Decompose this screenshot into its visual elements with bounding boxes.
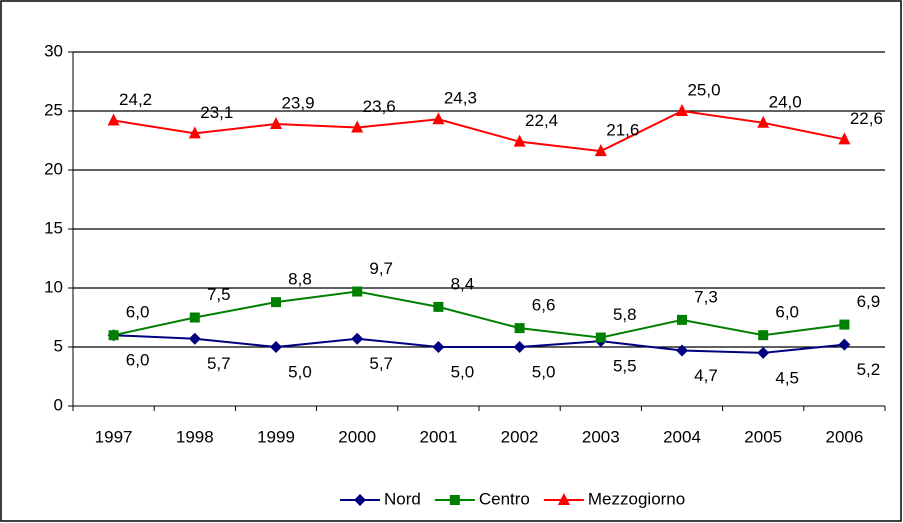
value-label: 4,7: [694, 366, 718, 385]
value-label: 4,5: [775, 368, 799, 387]
value-label: 23,6: [363, 97, 396, 116]
data-point: [108, 330, 119, 341]
value-label: 7,3: [694, 287, 718, 306]
value-label: 6,9: [857, 292, 881, 311]
value-label: 6,0: [126, 303, 150, 322]
data-point: [189, 312, 200, 323]
series-line: [113, 109, 845, 153]
value-label: 5,0: [288, 362, 312, 381]
value-label: 5,8: [613, 305, 637, 324]
data-point: [271, 297, 281, 308]
data-point: [513, 134, 526, 147]
data-point: [514, 323, 525, 334]
value-label: 24,0: [769, 92, 802, 111]
x-tick-label: 2006: [825, 427, 863, 446]
value-label: 9,7: [369, 259, 393, 278]
value-label: 5,7: [207, 354, 231, 373]
value-label: 6,0: [775, 303, 799, 322]
value-label: 5,0: [451, 362, 475, 381]
value-label: 24,3: [444, 89, 477, 108]
value-label: 6,0: [126, 351, 150, 370]
value-label: 5,0: [532, 362, 556, 381]
value-label: 23,1: [200, 103, 233, 122]
data-point: [676, 344, 688, 357]
y-tick-label: 5: [54, 336, 63, 355]
data-point: [595, 332, 606, 343]
data-point: [270, 116, 282, 129]
data-point: [432, 341, 445, 353]
y-tick-label: 30: [44, 41, 63, 60]
value-label: 22,4: [525, 111, 558, 130]
x-tick-label: 2004: [663, 427, 701, 446]
value-label: 5,5: [613, 357, 637, 376]
data-point: [838, 338, 851, 351]
y-tick-label: 25: [44, 100, 63, 119]
data-point: [432, 112, 445, 125]
data-point: [352, 286, 363, 297]
y-tick-label: 20: [44, 159, 63, 178]
value-label: 21,6: [606, 121, 639, 140]
value-label: 8,8: [288, 270, 312, 289]
data-point: [433, 301, 444, 312]
legend-label: Nord: [384, 489, 421, 508]
value-label: 8,4: [451, 274, 475, 293]
data-point: [188, 126, 201, 139]
data-point: [270, 341, 282, 353]
legend-label: Mezzogiorno: [588, 489, 685, 508]
value-label: 6,6: [532, 296, 556, 315]
value-label: 24,2: [119, 90, 152, 109]
value-label: 23,9: [281, 93, 314, 112]
data-point: [758, 330, 769, 341]
x-tick-label: 2001: [419, 427, 457, 446]
data-point: [188, 332, 201, 345]
legend-marker: [557, 493, 570, 505]
legend-label: Centro: [479, 489, 530, 508]
data-point: [677, 314, 687, 325]
data-point: [513, 341, 526, 353]
data-point: [107, 113, 120, 126]
data-point: [351, 332, 364, 345]
y-tick-label: 10: [44, 277, 63, 296]
x-tick-label: 2000: [338, 427, 376, 446]
value-label: 5,2: [857, 360, 881, 379]
value-label: 25,0: [687, 80, 720, 99]
data-point: [676, 104, 688, 116]
legend-marker: [449, 495, 460, 505]
x-tick-label: 2003: [582, 427, 620, 446]
value-label: 7,5: [207, 285, 231, 304]
data-point: [838, 132, 851, 145]
data-point: [757, 115, 770, 128]
data-point: [757, 346, 770, 359]
value-label: 22,6: [850, 109, 883, 128]
data-point: [594, 144, 607, 157]
value-label: 5,7: [369, 354, 393, 373]
x-tick-label: 2005: [744, 427, 782, 446]
y-tick-label: 15: [44, 218, 63, 237]
series-line: [113, 334, 845, 354]
series-line: [113, 290, 845, 339]
x-tick-label: 1999: [257, 427, 295, 446]
x-tick-label: 2002: [501, 427, 539, 446]
data-point: [351, 120, 364, 133]
y-tick-label: 0: [54, 395, 63, 414]
legend-marker: [354, 494, 366, 506]
data-point: [839, 319, 850, 330]
x-tick-label: 1998: [176, 427, 214, 446]
x-tick-label: 1997: [95, 427, 133, 446]
